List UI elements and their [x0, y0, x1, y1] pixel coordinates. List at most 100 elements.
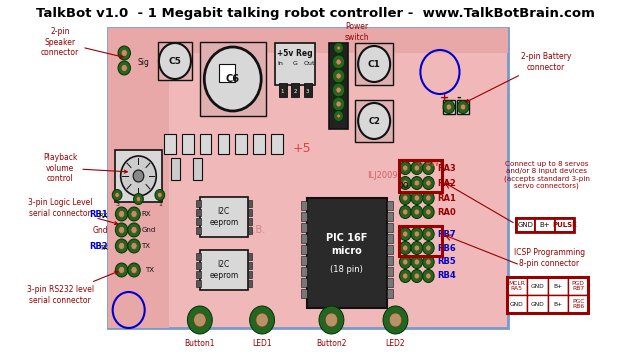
- Text: Button1: Button1: [185, 339, 215, 348]
- Circle shape: [333, 55, 345, 69]
- Circle shape: [399, 161, 411, 174]
- Bar: [279, 83, 287, 97]
- Bar: [301, 256, 307, 265]
- Bar: [220, 64, 235, 82]
- Circle shape: [133, 170, 144, 182]
- Circle shape: [333, 69, 345, 83]
- Circle shape: [423, 256, 434, 268]
- Bar: [196, 200, 201, 207]
- Circle shape: [119, 266, 125, 274]
- Bar: [535, 218, 555, 232]
- Bar: [548, 295, 568, 313]
- Bar: [301, 245, 307, 254]
- Bar: [457, 100, 469, 114]
- Bar: [200, 134, 211, 154]
- Bar: [387, 212, 393, 221]
- Text: TX: TX: [141, 243, 150, 249]
- Circle shape: [423, 176, 434, 189]
- Circle shape: [250, 306, 274, 334]
- Bar: [196, 262, 201, 269]
- Circle shape: [118, 61, 131, 75]
- Circle shape: [399, 227, 411, 241]
- Circle shape: [411, 205, 423, 218]
- Bar: [235, 134, 247, 154]
- Bar: [200, 250, 248, 290]
- Bar: [109, 28, 509, 328]
- Bar: [387, 223, 393, 232]
- Bar: [248, 227, 252, 234]
- Text: PGC
RB6: PGC RB6: [572, 299, 584, 309]
- Bar: [109, 28, 168, 328]
- Circle shape: [158, 193, 162, 198]
- Text: B+: B+: [553, 284, 562, 289]
- Text: G: G: [293, 61, 297, 66]
- Circle shape: [112, 189, 122, 200]
- Bar: [253, 134, 265, 154]
- Circle shape: [414, 273, 420, 279]
- Text: RB7: RB7: [437, 229, 456, 238]
- Circle shape: [336, 59, 341, 65]
- Text: PGD
RB7: PGD RB7: [572, 281, 585, 291]
- Circle shape: [426, 209, 431, 215]
- Circle shape: [334, 43, 343, 53]
- Text: +: +: [440, 93, 449, 103]
- Text: RA3: RA3: [437, 164, 456, 173]
- Bar: [115, 150, 162, 202]
- Bar: [304, 83, 312, 97]
- Circle shape: [131, 211, 137, 218]
- Circle shape: [426, 180, 431, 186]
- Bar: [218, 134, 229, 154]
- Text: Button2: Button2: [316, 339, 346, 348]
- Text: Playback
volume
control: Playback volume control: [43, 153, 127, 183]
- Circle shape: [423, 242, 434, 255]
- Circle shape: [115, 239, 128, 253]
- Circle shape: [131, 242, 137, 250]
- Bar: [301, 201, 307, 210]
- Circle shape: [115, 263, 128, 277]
- Bar: [196, 271, 201, 278]
- Text: TalkBot v1.0  - 1 Megabit talking robot controller -  www.TalkBotBrain.com: TalkBot v1.0 - 1 Megabit talking robot c…: [36, 6, 595, 19]
- Text: Power
switch: Power switch: [345, 22, 370, 42]
- Text: GND: GND: [531, 301, 544, 306]
- Bar: [399, 160, 442, 192]
- Text: RB6: RB6: [437, 243, 456, 252]
- Text: Out: Out: [304, 61, 315, 66]
- Text: oo: oo: [398, 180, 410, 190]
- Circle shape: [336, 87, 341, 93]
- Bar: [516, 218, 574, 232]
- Bar: [248, 209, 252, 216]
- Text: GND: GND: [531, 284, 544, 289]
- Circle shape: [194, 313, 206, 327]
- Circle shape: [256, 313, 268, 327]
- Text: RB5: RB5: [437, 257, 456, 266]
- Circle shape: [128, 239, 140, 253]
- Text: I2C
eeprom: I2C eeprom: [209, 260, 239, 280]
- Text: TX: TX: [144, 267, 154, 273]
- Circle shape: [131, 227, 137, 233]
- Bar: [387, 245, 393, 254]
- Circle shape: [411, 242, 423, 255]
- Text: RA0: RA0: [437, 208, 456, 217]
- Circle shape: [443, 101, 454, 113]
- Circle shape: [159, 43, 191, 79]
- Bar: [248, 262, 252, 269]
- Circle shape: [403, 259, 408, 265]
- Bar: [301, 278, 307, 287]
- Bar: [292, 83, 300, 97]
- Bar: [307, 198, 387, 308]
- Circle shape: [411, 270, 423, 282]
- Text: LED2: LED2: [386, 339, 405, 348]
- Text: 3: 3: [115, 202, 119, 207]
- Circle shape: [403, 195, 408, 201]
- Text: RA1: RA1: [437, 194, 456, 203]
- Bar: [200, 42, 266, 116]
- Text: +5v Reg: +5v Reg: [277, 48, 313, 58]
- Bar: [399, 226, 442, 256]
- Circle shape: [134, 194, 143, 204]
- Circle shape: [325, 313, 338, 327]
- Circle shape: [411, 161, 423, 174]
- Bar: [555, 218, 574, 232]
- Text: 2-pin
Speaker
connector: 2-pin Speaker connector: [41, 27, 123, 58]
- Circle shape: [333, 83, 345, 97]
- Bar: [196, 209, 201, 216]
